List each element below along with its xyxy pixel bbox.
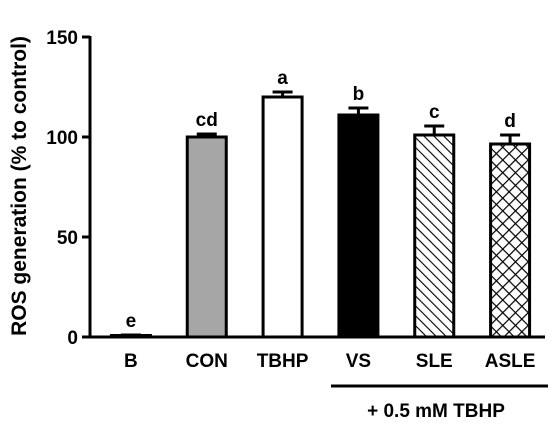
y-tick-label: 150 xyxy=(46,28,78,49)
bars xyxy=(109,90,532,339)
y-tick-label: 100 xyxy=(46,128,78,149)
y-tick-label: 50 xyxy=(57,228,78,249)
bar-tbhp xyxy=(261,95,304,339)
x-tick-label: ASLE xyxy=(485,351,536,372)
bar-con xyxy=(185,135,228,339)
y-axis-label: ROS generation (% to control) xyxy=(8,36,31,336)
significance-label: b xyxy=(353,84,365,105)
significance-label: cd xyxy=(196,110,218,131)
x-tick-label: TBHP xyxy=(257,351,309,372)
significance-label: c xyxy=(429,102,440,123)
x-tick-label: VS xyxy=(346,351,371,372)
bar-vs xyxy=(337,113,380,339)
x-tick-label: CON xyxy=(186,351,228,372)
significance-label: d xyxy=(504,111,516,132)
x-tick-label: SLE xyxy=(416,351,453,372)
bar-b xyxy=(109,334,152,339)
y-tick-label: 0 xyxy=(67,328,78,349)
x-tick-label: B xyxy=(124,351,138,372)
bar-sle xyxy=(413,133,456,339)
axes xyxy=(82,35,545,339)
significance-label: a xyxy=(277,68,288,89)
treatment-group-label: + 0.5 mM TBHP xyxy=(367,401,505,422)
bar-asle xyxy=(489,142,532,339)
significance-label: e xyxy=(126,311,137,332)
